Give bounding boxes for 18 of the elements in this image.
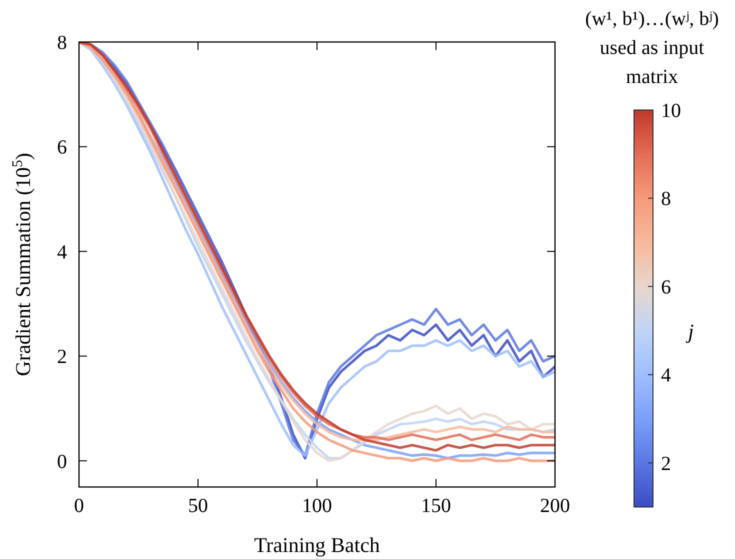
x-tick-label: 0	[74, 495, 84, 517]
x-tick-label: 200	[540, 495, 570, 517]
color-bar-label: 8	[661, 188, 671, 210]
color-bar-label: 10	[661, 100, 681, 122]
color-bar-label: 6	[661, 276, 671, 298]
y-tick-label: 2	[57, 346, 67, 368]
x-tick-label: 50	[188, 495, 208, 517]
x-tick-label: 100	[302, 495, 332, 517]
x-axis-title: Training Batch	[254, 533, 380, 557]
y-tick-label: 8	[57, 32, 67, 54]
y-tick-label: 4	[57, 241, 67, 264]
color-bar-label: 4	[661, 364, 671, 387]
text: (w¹, b¹)…(wʲ, bʲ) used as input matrix	[585, 8, 719, 88]
y-tick-label: 6	[57, 136, 67, 159]
color-bar-title: j	[685, 320, 694, 344]
color-bar-label: 2	[661, 452, 671, 475]
y-tick-label: 0	[57, 450, 67, 473]
x-tick-label: 150	[421, 495, 451, 517]
